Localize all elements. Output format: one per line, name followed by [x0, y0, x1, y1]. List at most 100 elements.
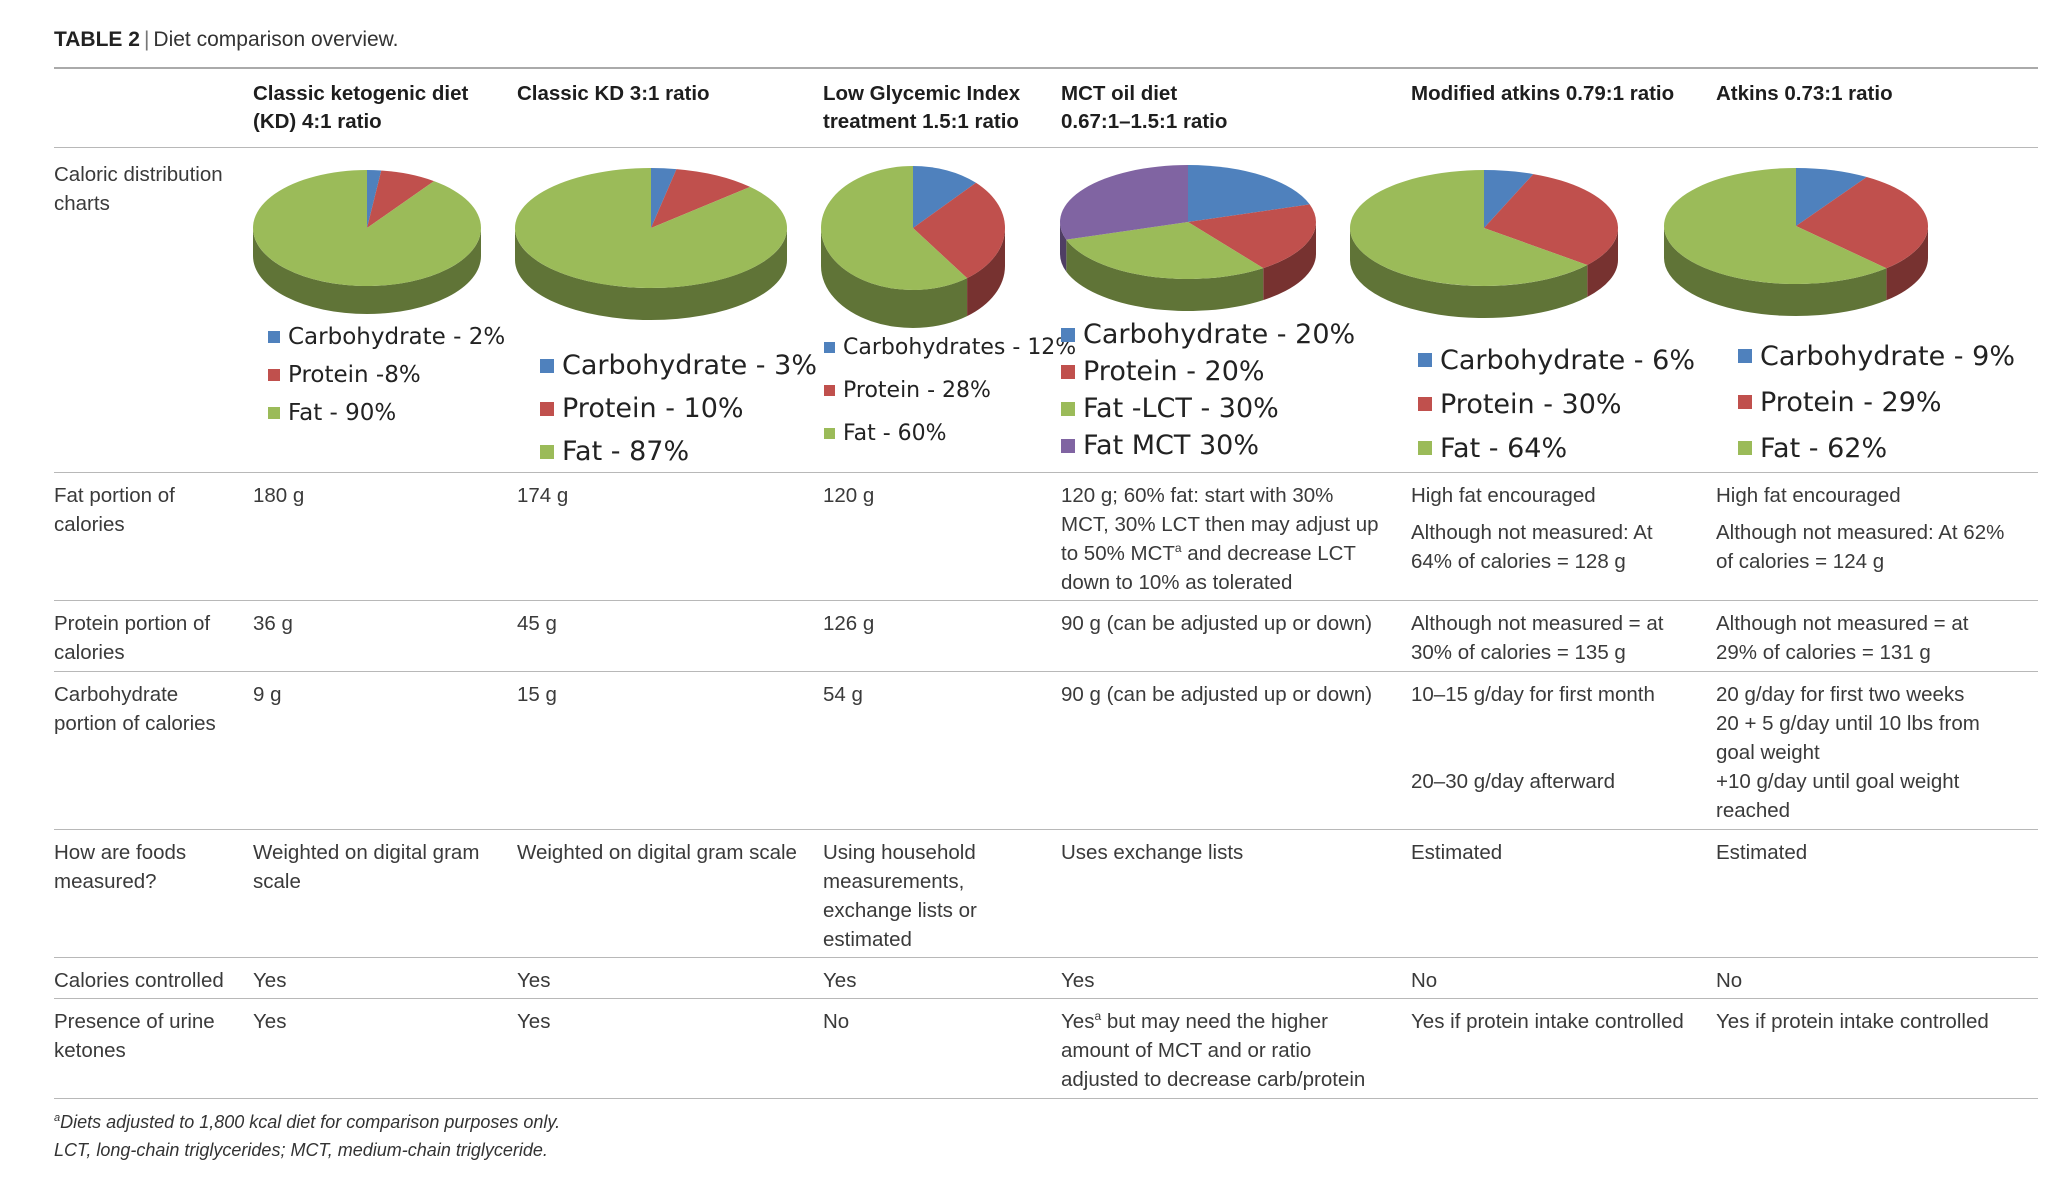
pie-slice-carbohydrates [913, 166, 976, 228]
legend-item: Carbohydrate - 6% [1418, 338, 1695, 382]
row-label-line: Fat portion of [54, 484, 175, 507]
pie-chart-svg [1664, 168, 1928, 316]
legend-item: Carbohydrates - 12% [824, 326, 1076, 369]
cell-calories-atkins: No [1716, 969, 1743, 992]
column-header-line: treatment 1.5:1 ratio [823, 110, 1019, 133]
cell-line: 180 g [253, 484, 305, 507]
cell-measured-classic-kd-4-1: Weighted on digital gram scale [253, 838, 479, 896]
legend-label: Protein - 30% [1440, 388, 1622, 420]
cell-line: Weighted on digital gram scale [517, 841, 797, 864]
legend-item: Fat - 64% [1418, 426, 1695, 470]
table-label: TABLE 2 [54, 28, 140, 51]
column-header-atkins: Atkins 0.73:1 ratio [1716, 80, 1893, 108]
legend-item: Protein -8% [268, 356, 505, 394]
pie-side-fat [515, 228, 787, 320]
cell-line: Weighted on digital gram [253, 841, 480, 864]
table-caption: TABLE 2 | Diet comparison overview. [54, 28, 399, 52]
legend-swatch [540, 444, 554, 459]
legend-swatch [824, 428, 835, 439]
cell-text: but may need the higher [1101, 1010, 1328, 1033]
legend-swatch [1418, 441, 1432, 455]
pie-side-fat [1350, 228, 1588, 318]
cell-text: to 50% MCT [1061, 542, 1175, 565]
legend-atkins: Carbohydrate - 9% Protein - 29% Fat - 62% [1738, 333, 2015, 471]
cell-carb-low-gi: 54 g [823, 680, 863, 709]
legend-swatch [1738, 349, 1752, 363]
pie-slice-fat [1664, 168, 1887, 284]
legend-item: Fat - 62% [1738, 425, 2015, 471]
cell-fat-low-gi: 120 g [823, 481, 874, 510]
row-label-protein: Protein portion of calories [54, 609, 254, 667]
row-label-line: calories [54, 513, 125, 536]
footnote-text: LCT, long-chain triglycerides; MCT, medi… [54, 1140, 548, 1160]
legend-classic-kd-4-1: Carbohydrate - 2% Protein -8% Fat - 90% [268, 318, 505, 432]
pie-slice-carbohydrate [651, 168, 677, 228]
column-header-line: Classic KD 3:1 ratio [517, 82, 710, 105]
cell-line: 174 g [517, 484, 569, 507]
legend-item: Protein - 28% [824, 369, 1076, 412]
cell-measured-classic-kd-3-1: Weighted on digital gram scale [517, 838, 797, 867]
cell-line: Yes [517, 1010, 551, 1033]
cell-text: Yes [1061, 1010, 1095, 1033]
cell-line: exchange lists or [823, 899, 977, 922]
pie-slice-fat-lct [1066, 222, 1264, 279]
cell-line: down to 10% as tolerated [1061, 571, 1293, 594]
cell-line: Although not measured = at [1716, 612, 1969, 635]
legend-label: Carbohydrate - 2% [288, 324, 506, 350]
column-header-line: Classic ketogenic diet [253, 82, 469, 105]
row-label-line: ketones [54, 1039, 126, 1062]
pie-side-protein [967, 228, 1005, 317]
legend-item: Carbohydrate - 2% [268, 318, 505, 356]
cell-calories-classic-kd-3-1: Yes [517, 969, 551, 992]
header-rule [54, 147, 2038, 148]
column-header-line: Low Glycemic Index [823, 82, 1021, 105]
cell-line: 90 g (can be adjusted up or down) [1061, 612, 1373, 635]
legend-item: Protein - 29% [1738, 379, 2015, 425]
row-label-line: Calories controlled [54, 969, 224, 992]
pie-slice-fat [821, 166, 968, 290]
legend-item: Carbohydrate - 9% [1738, 333, 2015, 379]
row-label-carbohydrate: Carbohydrate portion of calories [54, 680, 254, 738]
cell-line: MCT, 30% LCT then may adjust up [1061, 513, 1379, 536]
cell-line: Estimated [1716, 841, 1808, 864]
cell-protein-mct-oil: 90 g (can be adjusted up or down) [1061, 609, 1372, 638]
cell-line: Uses exchange lists [1061, 841, 1244, 864]
legend-item: Fat -LCT - 30% [1061, 390, 1355, 427]
legend-item: Fat MCT 30% [1061, 427, 1355, 464]
pie-slice-protein [367, 170, 435, 228]
bottom-rule [54, 1098, 2038, 1099]
legend-label: Carbohydrate - 6% [1440, 344, 1695, 376]
cell-ketones-atkins: Yes if protein intake controlled [1716, 1007, 1989, 1036]
legend-item: Fat - 60% [824, 412, 1076, 455]
cell-line: Although not measured = at [1411, 612, 1664, 635]
column-header-classic-kd-3-1: Classic KD 3:1 ratio [517, 80, 710, 108]
cell-carb-atkins: 20 g/day for first two weeks 20 + 5 g/da… [1716, 680, 1980, 825]
pie-slice-fat [253, 170, 481, 286]
legend-swatch [1418, 397, 1432, 411]
cell-line: 9 g [253, 683, 282, 706]
pie-slice-fat [1350, 170, 1588, 286]
cell-carb-mct-oil: 90 g (can be adjusted up or down) [1061, 680, 1372, 709]
cell-line: 20 g/day for first two weeks [1716, 683, 1965, 706]
legend-label: Fat -LCT - 30% [1083, 393, 1279, 424]
row-label-line: Caloric distribution [54, 163, 223, 186]
cell-line: 90 g (can be adjusted up or down) [1061, 683, 1373, 706]
row-label-caloric-distribution: Caloric distribution charts [54, 160, 254, 218]
pie-side-protein [1587, 228, 1618, 297]
row-rule [54, 957, 2038, 958]
cell-line: reached [1716, 799, 1791, 822]
cell-fat-classic-kd-3-1: 174 g [517, 481, 568, 510]
footnote-text: Diets adjusted to 1,800 kcal diet for co… [60, 1112, 561, 1132]
legend-swatch [1061, 438, 1075, 453]
legend-label: Carbohydrate - 9% [1760, 340, 2015, 372]
cell-text: and decrease LCT [1181, 542, 1356, 565]
legend-label: Fat - 64% [1440, 432, 1568, 464]
cell-line: Yes if protein intake controlled [1411, 1010, 1684, 1033]
cell-line: 36 g [253, 612, 293, 635]
footnote-marker: a [1174, 541, 1182, 556]
pie-slice-protein [1484, 174, 1618, 265]
legend-swatch [824, 342, 835, 353]
cell-fat-classic-kd-4-1: 180 g [253, 481, 304, 510]
cell-line: High fat encouraged [1411, 484, 1596, 507]
